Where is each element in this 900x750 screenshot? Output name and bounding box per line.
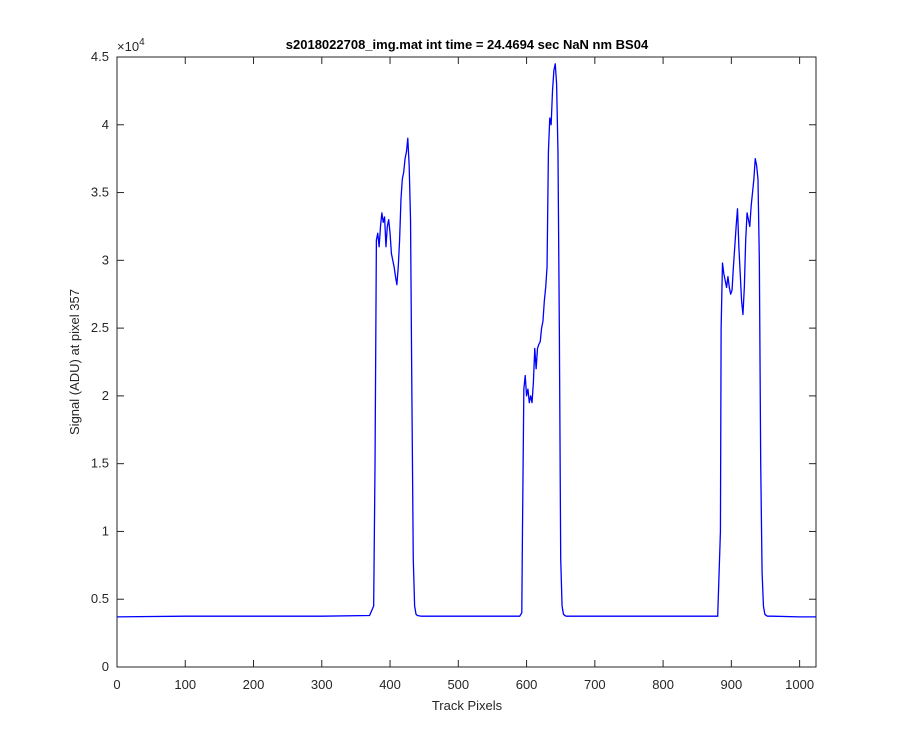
- x-tick-label: 600: [516, 677, 538, 692]
- y-tick-label: 1: [102, 523, 109, 538]
- chart-title: s2018022708_img.mat int time = 24.4694 s…: [286, 37, 649, 52]
- svg-text:×104: ×104: [117, 37, 145, 54]
- x-tick-label: 100: [174, 677, 196, 692]
- y-tick-label: 2: [102, 388, 109, 403]
- y-tick-label: 3: [102, 252, 109, 267]
- plot-area: [116, 56, 817, 668]
- x-tick-label: 1000: [785, 677, 814, 692]
- x-tick-label: 700: [584, 677, 606, 692]
- x-tick-label: 400: [379, 677, 401, 692]
- x-axis: 0 100 200 300 400 500 600 700 800 900 1000: [113, 57, 814, 692]
- y-tick-label: 4.5: [91, 49, 109, 64]
- x-tick-label: 200: [243, 677, 265, 692]
- y-tick-label: 4: [102, 117, 109, 132]
- y-tick-label: 1.5: [91, 456, 109, 471]
- y-tick-label: 0.5: [91, 591, 109, 606]
- y-axis: 0 0.5 1 1.5 2 2.5 3 3.5 4 4.5: [91, 49, 816, 674]
- exponent-label: ×104: [117, 37, 145, 54]
- y-tick-label: 3.5: [91, 185, 109, 200]
- x-tick-label: 500: [447, 677, 469, 692]
- exponent-base: ×10: [117, 39, 139, 54]
- x-tick-label: 300: [311, 677, 333, 692]
- exponent-power: 4: [139, 37, 145, 48]
- x-tick-label: 900: [721, 677, 743, 692]
- y-tick-label: 0: [102, 659, 109, 674]
- x-tick-label: 0: [113, 677, 120, 692]
- y-axis-label: Signal (ADU) at pixel 357: [67, 289, 82, 435]
- y-tick-label: 2.5: [91, 320, 109, 335]
- series-line: [116, 63, 816, 618]
- x-tick-label: 800: [652, 677, 674, 692]
- x-axis-label: Track Pixels: [432, 698, 503, 713]
